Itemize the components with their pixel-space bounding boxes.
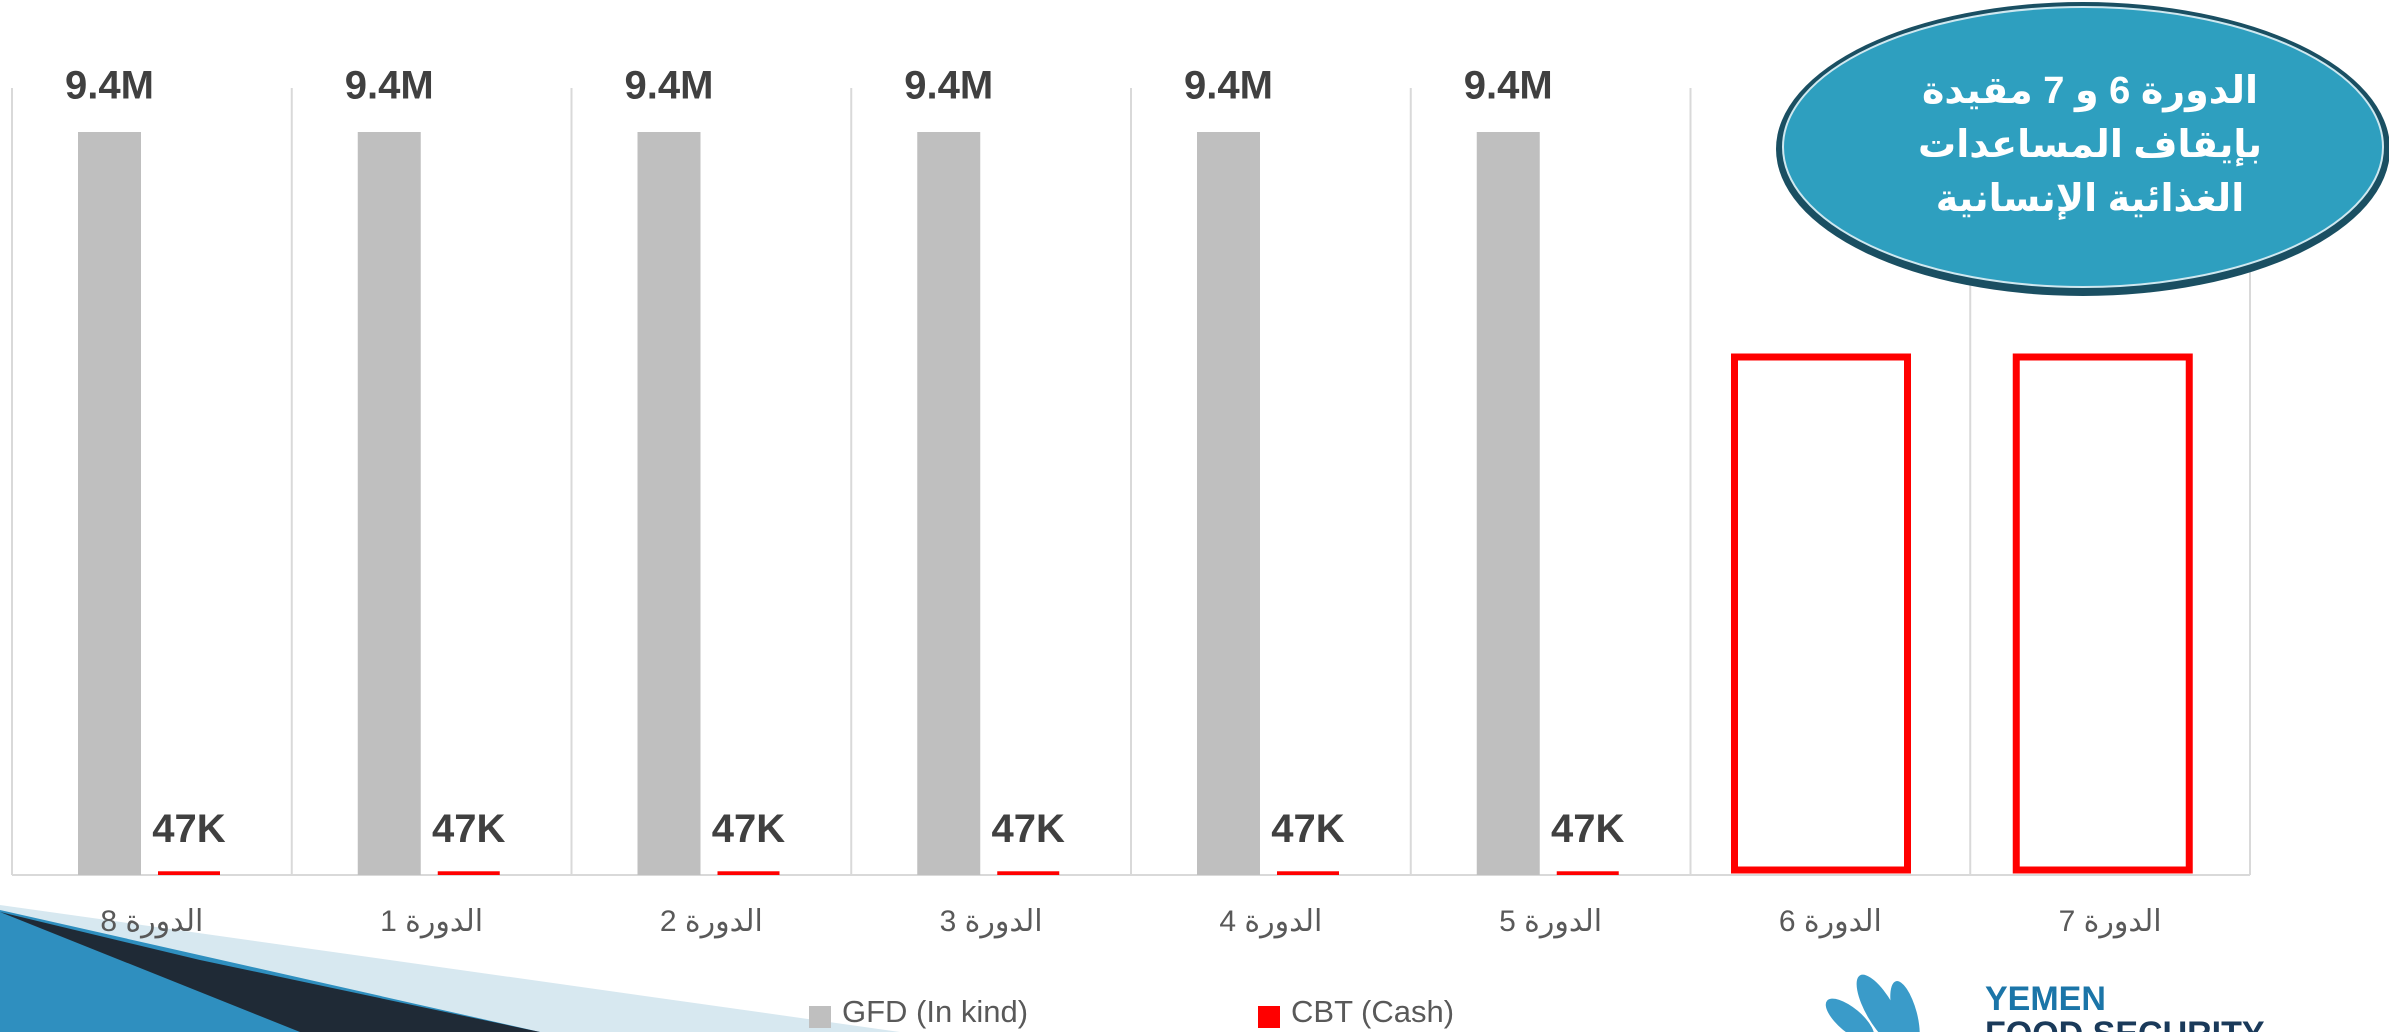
- annotation-text: الدورة 6 و 7 مقيدة: [1922, 70, 2258, 113]
- bar: [358, 132, 421, 875]
- x-tick-label: الدورة 1: [380, 905, 483, 939]
- x-tick-label: الدورة 3: [940, 905, 1043, 939]
- legend-label: GFD (In kind): [842, 994, 1028, 1029]
- value-label: 47K: [712, 807, 785, 851]
- value-label: 47K: [432, 807, 505, 851]
- annotation-text: الغذائية الإنسانية: [1936, 178, 2244, 220]
- value-label: 47K: [1551, 807, 1624, 851]
- value-label: 9.4M: [625, 64, 714, 108]
- value-label: 9.4M: [65, 64, 154, 108]
- bar: [718, 871, 780, 875]
- restricted-box: [1735, 357, 1908, 870]
- bar: [78, 132, 141, 875]
- annotation-text: بإيقاف المساعدات: [1918, 124, 2262, 167]
- x-tick-label: الدورة 5: [1499, 905, 1602, 939]
- value-label: 9.4M: [345, 64, 434, 108]
- value-label: 47K: [992, 807, 1065, 851]
- logo-icon: [1819, 968, 1925, 1032]
- value-label: 47K: [152, 807, 225, 851]
- x-tick-label: الدورة 7: [2059, 905, 2162, 939]
- bar: [917, 132, 980, 875]
- logo-text: FOOD SECURITY: [1985, 1015, 2265, 1032]
- x-tick-label: الدورة 6: [1779, 905, 1882, 939]
- legend-label: CBT (Cash): [1291, 994, 1454, 1029]
- logo-text: YEMEN: [1985, 980, 2106, 1018]
- value-label: 9.4M: [1184, 64, 1273, 108]
- x-tick-label: الدورة 2: [660, 905, 763, 939]
- value-label: 9.4M: [904, 64, 993, 108]
- bar: [158, 871, 220, 875]
- value-label: 47K: [1271, 807, 1344, 851]
- legend-swatch: [1258, 1006, 1280, 1028]
- bar: [1277, 871, 1339, 875]
- bar: [638, 132, 701, 875]
- bar: [997, 871, 1059, 875]
- value-label: 9.4M: [1464, 64, 1553, 108]
- legend-swatch: [809, 1006, 831, 1028]
- restricted-box: [2016, 357, 2189, 870]
- bar: [438, 871, 500, 875]
- bar: [1477, 132, 1540, 875]
- bar: [1557, 871, 1619, 875]
- x-tick-label: الدورة 4: [1219, 905, 1322, 939]
- x-tick-label: الدورة 8: [100, 905, 203, 939]
- chart: الدورة 8 9.4M 47K الدورة 1 9.4M 47K الدورة 2 9.…: [0, 0, 2389, 1032]
- bar: [1197, 132, 1260, 875]
